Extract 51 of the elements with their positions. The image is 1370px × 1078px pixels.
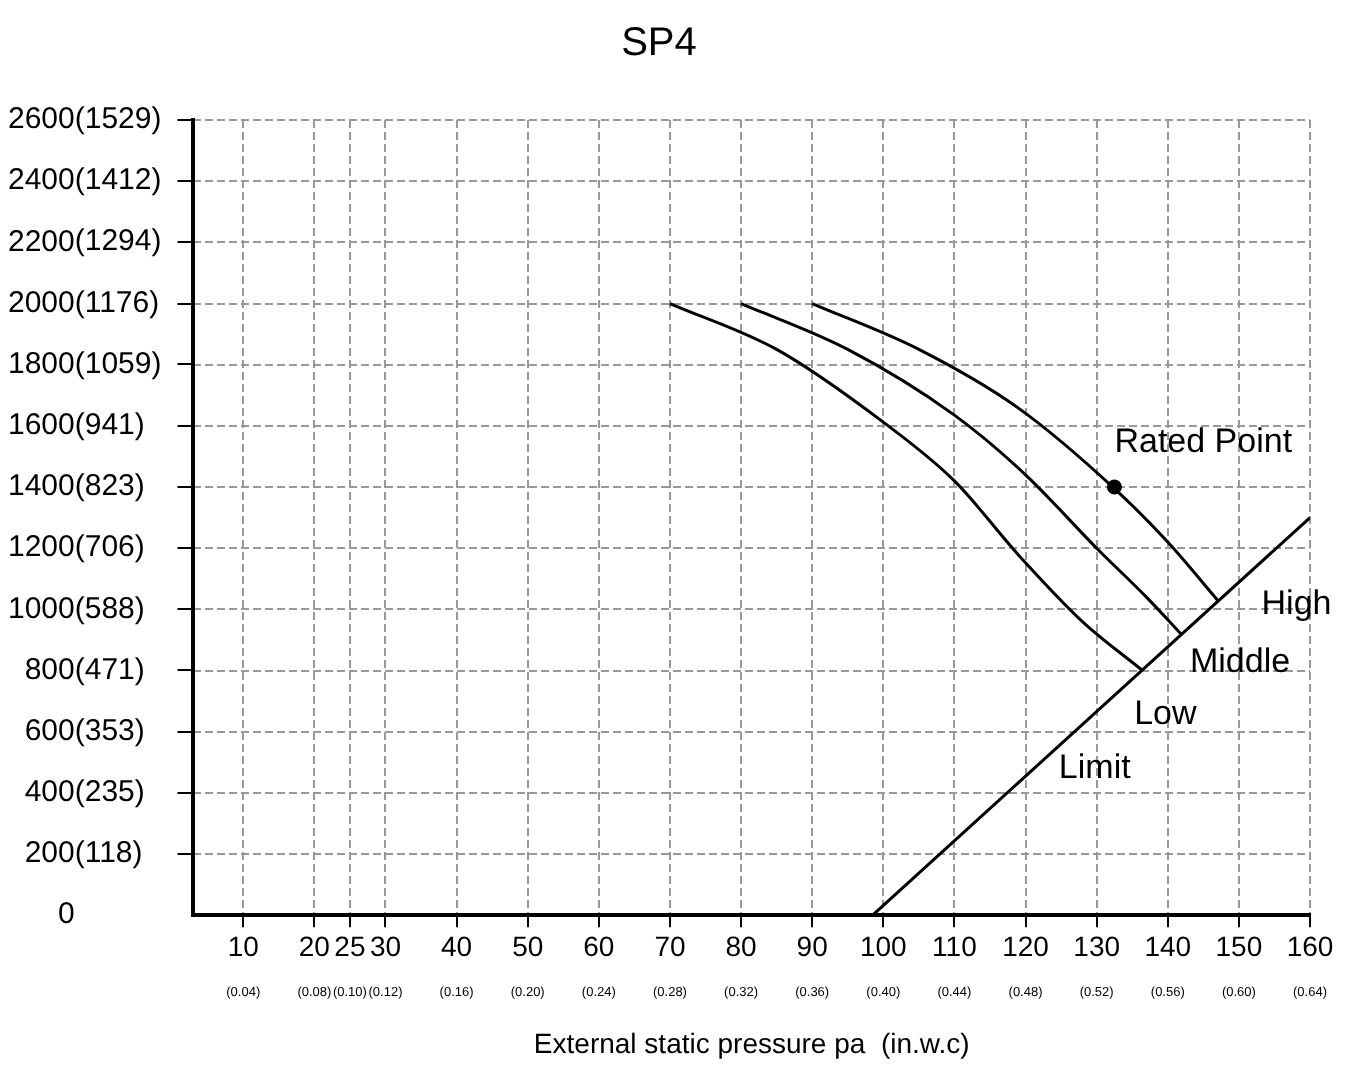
x-axis-title: External static pressure pa (in.w.c) bbox=[533, 1026, 970, 1059]
x-tick-label: 130 bbox=[1073, 929, 1121, 962]
x-tick-label: 70 bbox=[654, 929, 686, 962]
x-tick-label: 160 bbox=[1286, 929, 1334, 962]
x-tick-label: 80 bbox=[725, 929, 758, 962]
y-tick-label: 1800 bbox=[7, 346, 75, 381]
y-tick-label: 800 bbox=[24, 652, 75, 687]
y2-tick-label: (1529) bbox=[74, 102, 162, 137]
y2-tick-label: (941) bbox=[74, 408, 145, 443]
y2-tick-label: (588) bbox=[74, 591, 145, 626]
x-tick-label: 90 bbox=[796, 929, 829, 962]
y-tick-label: 2400 bbox=[7, 163, 75, 198]
y-tick-label: 200 bbox=[24, 836, 75, 871]
y2-tick-label: (353) bbox=[74, 713, 145, 748]
x-tick-label: 150 bbox=[1215, 929, 1263, 962]
annotation: Limit bbox=[1058, 748, 1132, 787]
y2-tick-label: (118) bbox=[74, 836, 143, 871]
y2-tick-label: (1059) bbox=[74, 346, 162, 381]
x-tick-label: 50 bbox=[512, 929, 544, 962]
y2-tick-label: (706) bbox=[74, 530, 145, 565]
y-tick-label: 2000 bbox=[7, 285, 75, 320]
x-tick-label: 110 bbox=[932, 929, 978, 962]
x-tick-label: 20 bbox=[298, 929, 331, 962]
y-tick-label: 1400 bbox=[7, 469, 75, 504]
y-tick-label: 2200 bbox=[7, 224, 75, 259]
x-tick-label: 30 bbox=[369, 929, 402, 962]
x-tick-label: 120 bbox=[1002, 929, 1050, 962]
y-tick-label: 0 bbox=[58, 897, 75, 932]
annotation: Rated Point bbox=[1114, 422, 1293, 461]
y-tick-label: 2600 bbox=[7, 102, 75, 137]
x-tick-label: 100 bbox=[859, 929, 908, 962]
annotation: High bbox=[1261, 583, 1332, 622]
y-tick-label: 1200 bbox=[7, 530, 75, 565]
y-tick-label: 600 bbox=[24, 713, 75, 748]
x-tick-label: 140 bbox=[1144, 929, 1192, 962]
annotation: Low bbox=[1134, 693, 1198, 732]
x-tick-label: 10 bbox=[227, 929, 260, 962]
chart-title: SP4 bbox=[621, 21, 697, 66]
y2-tick-label: (235) bbox=[74, 775, 145, 810]
y2-tick-label: (1412) bbox=[74, 163, 162, 198]
y-tick-label: 1000 bbox=[7, 591, 75, 626]
y-tick-label: 1600 bbox=[7, 408, 75, 443]
x-tick-label: 60 bbox=[583, 929, 615, 962]
y2-tick-label: (823) bbox=[74, 469, 145, 504]
y-tick-label: 400 bbox=[24, 775, 75, 810]
x-tick-label: 25 bbox=[334, 929, 366, 962]
y2-tick-label: (1294) bbox=[74, 224, 162, 259]
y2-tick-label: (1176) bbox=[74, 285, 160, 320]
annotation: Middle bbox=[1189, 642, 1291, 681]
x-tick-label: 40 bbox=[441, 929, 473, 962]
y2-tick-label: (471) bbox=[74, 652, 145, 687]
